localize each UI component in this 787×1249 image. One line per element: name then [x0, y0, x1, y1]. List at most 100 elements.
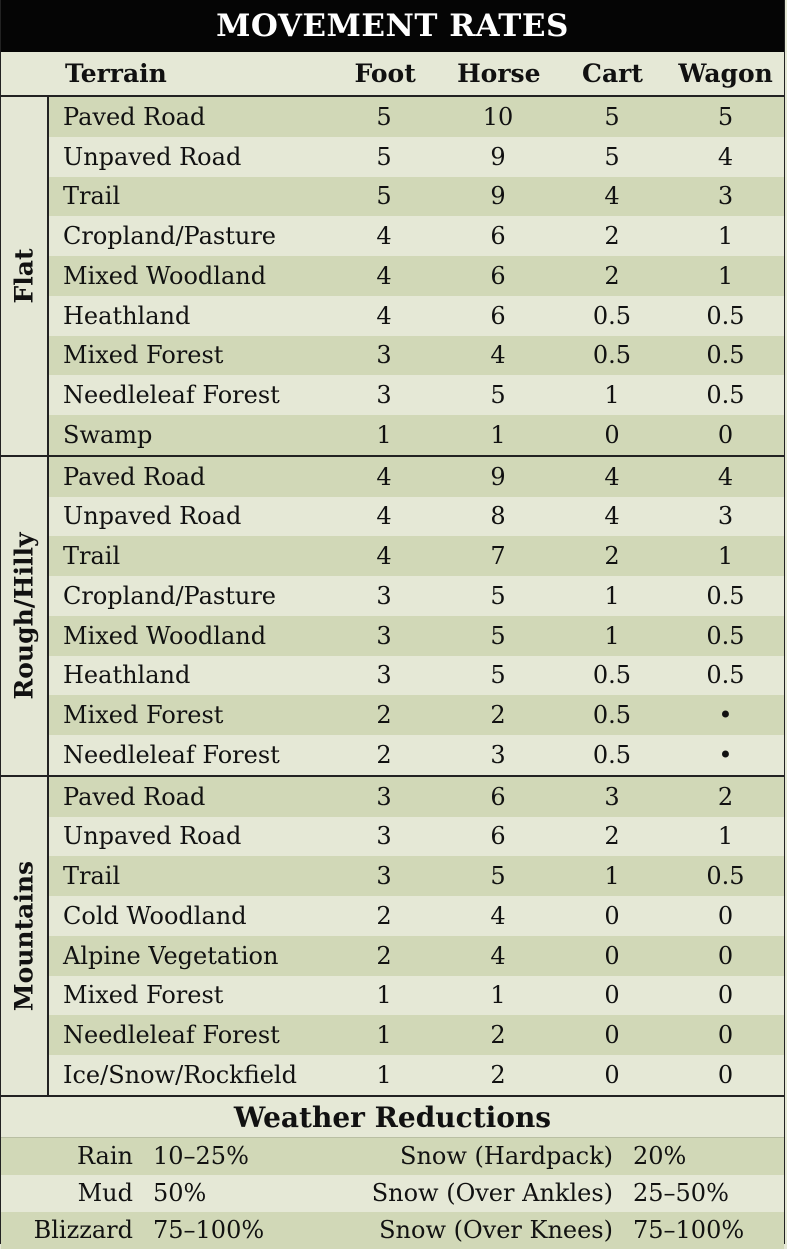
cart-cell: 0.5: [592, 701, 632, 730]
wagon-cell: •: [718, 701, 733, 730]
terrain-cell: Trail: [63, 542, 121, 571]
foot-cell: 1: [376, 981, 392, 1010]
weather-label: Rain: [76, 1142, 133, 1171]
terrain-cell: Needleleaf Forest: [63, 740, 280, 769]
wagon-cell: 0: [717, 901, 734, 930]
terrain-cell: Unpaved Road: [63, 822, 242, 851]
foot-cell: 3: [376, 822, 392, 851]
wagon-cell: 0.5: [706, 301, 745, 330]
terrain-cell: Mixed Forest: [63, 341, 224, 370]
group-label: Flat: [9, 248, 39, 304]
group-label: Mountains: [9, 860, 39, 1011]
cart-cell: 2: [604, 261, 620, 290]
column-header-horse: Horse: [457, 59, 541, 88]
wagon-cell: 0: [717, 420, 734, 449]
foot-cell: 5: [376, 102, 392, 131]
terrain-cell: Trail: [63, 862, 121, 891]
table-row: Mixed Forest 2 2 0.5 •: [49, 695, 784, 735]
group-label: Rough/Hilly: [9, 532, 39, 700]
horse-cell: 9: [490, 182, 506, 211]
wagon-cell: 0: [717, 1021, 734, 1050]
terrain-cell: Swamp: [63, 420, 153, 449]
wagon-cell: 1: [717, 222, 734, 251]
wagon-cell: 0.5: [706, 621, 745, 650]
horse-cell: 6: [490, 261, 506, 290]
wagon-cell: 0: [717, 941, 734, 970]
wagon-cell: 1: [717, 542, 734, 571]
horse-cell: 1: [490, 981, 506, 1010]
horse-cell: 2: [490, 1060, 506, 1089]
table-title: MOVEMENT RATES: [1, 0, 784, 52]
horse-cell: 9: [490, 462, 506, 491]
horse-cell: 7: [490, 542, 506, 571]
foot-cell: 3: [376, 621, 392, 650]
foot-cell: 3: [376, 782, 392, 811]
cart-cell: 0: [604, 1060, 620, 1089]
table-row: Paved Road 3 6 3 2: [49, 776, 784, 817]
horse-cell: 6: [490, 222, 506, 251]
weather-rows: Rain 10–25% Snow (Hardpack) 20% Mud 50% Snow (…: [1, 1137, 784, 1249]
cart-cell: 0.5: [592, 740, 632, 769]
horse-cell: 5: [490, 661, 506, 690]
wagon-cell: 3: [717, 182, 734, 211]
cart-cell: 4: [604, 462, 620, 491]
weather-row: Blizzard 75–100% Snow (Over Knees) 75–100%: [1, 1211, 784, 1249]
horse-cell: 8: [490, 502, 506, 531]
foot-cell: 5: [376, 182, 392, 211]
table-row: Unpaved Road 5 9 5 4: [49, 136, 784, 177]
terrain-cell: Cropland/Pasture: [63, 222, 277, 251]
weather-title: Weather Reductions: [1, 1096, 784, 1138]
cart-cell: 0: [604, 981, 620, 1010]
weather-value: 75–100%: [153, 1216, 265, 1245]
table-row: Paved Road 5 10 5 5: [49, 97, 784, 137]
weather-value: 75–100%: [633, 1216, 745, 1245]
cart-cell: 0: [604, 1021, 620, 1050]
cart-cell: 1: [604, 862, 620, 891]
foot-cell: 1: [376, 420, 392, 449]
horse-cell: 5: [490, 381, 506, 410]
weather-value: 50%: [153, 1179, 207, 1208]
cart-cell: 1: [604, 381, 620, 410]
horse-cell: 4: [490, 941, 506, 970]
terrain-cell: Mixed Woodland: [63, 621, 267, 650]
wagon-cell: 0.5: [706, 381, 745, 410]
table-row: Paved Road 4 9 4 4: [49, 456, 784, 497]
table-row: Trail 4 7 2 1: [49, 536, 784, 576]
wagon-cell: 0.5: [706, 581, 745, 610]
cart-cell: 2: [604, 542, 620, 571]
terrain-group: Mountains Paved Road 3 6 3 2 Unpaved Road 3 6 2 1 T…: [1, 776, 784, 1097]
cart-cell: 0: [604, 420, 620, 449]
wagon-cell: 0: [717, 981, 734, 1010]
foot-cell: 2: [376, 740, 392, 769]
column-header-cart: Cart: [582, 59, 643, 88]
wagon-cell: 2: [717, 782, 734, 811]
terrain-cell: Needleleaf Forest: [63, 381, 280, 410]
foot-cell: 4: [376, 222, 392, 251]
horse-cell: 1: [490, 420, 506, 449]
horse-cell: 10: [482, 102, 514, 131]
terrain-cell: Mixed Forest: [63, 701, 224, 730]
table-row: Unpaved Road 4 8 4 3: [49, 496, 784, 537]
horse-cell: 3: [490, 740, 506, 769]
cart-cell: 0: [604, 941, 620, 970]
terrain-cell: Unpaved Road: [63, 142, 242, 171]
table-row: Mixed Woodland 3 5 1 0.5: [49, 615, 784, 656]
cart-cell: 0.5: [592, 341, 632, 370]
wagon-cell: 1: [717, 261, 734, 290]
horse-cell: 4: [490, 341, 506, 370]
wagon-cell: 0.5: [706, 661, 745, 690]
foot-cell: 1: [376, 1060, 392, 1089]
foot-cell: 3: [376, 381, 392, 410]
table-row: Trail 3 5 1 0.5: [49, 856, 784, 896]
cart-cell: 0.5: [592, 301, 632, 330]
foot-cell: 4: [376, 261, 392, 290]
foot-cell: 3: [376, 862, 392, 891]
wagon-cell: 5: [717, 102, 734, 131]
weather-label: Blizzard: [33, 1216, 133, 1245]
foot-cell: 3: [376, 341, 392, 370]
wagon-cell: 1: [717, 822, 734, 851]
terrain-cell: Needleleaf Forest: [63, 1021, 280, 1050]
foot-cell: 4: [376, 301, 392, 330]
cart-cell: 4: [604, 182, 620, 211]
